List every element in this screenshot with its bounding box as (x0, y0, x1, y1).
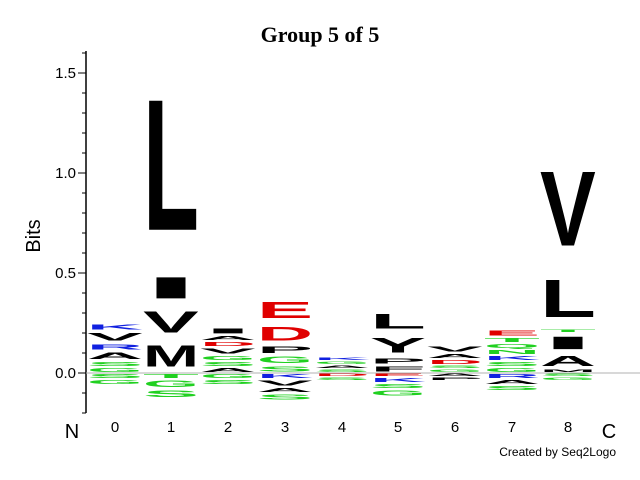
x-tick-label: 1 (167, 419, 175, 436)
logo-letter-A: A (427, 373, 483, 377)
logo-letter-S: S (87, 361, 143, 367)
y-axis-label: Bits (23, 219, 45, 252)
logo-letter-K: K (484, 355, 540, 361)
y-tick-label: 1.0 (55, 165, 76, 182)
logo-letter-V: V (87, 331, 143, 343)
logo-letter-V: V (200, 347, 256, 355)
logo-letter-S: S (87, 373, 143, 379)
logo-letter-E: E (257, 297, 313, 323)
logo-letter-T: T (540, 329, 596, 333)
logo-letter-K: K (370, 377, 426, 383)
logo-letter-S: S (257, 393, 313, 401)
logo-letter-G: G (143, 379, 199, 389)
logo-letter-S: S (427, 365, 483, 369)
logo-letter-G: G (87, 379, 143, 385)
logo-letter-A: A (200, 367, 256, 373)
logo-letter-A: A (540, 353, 596, 369)
logo-letter-I: I (540, 333, 596, 353)
logo-letter-G: G (484, 367, 540, 373)
x-tick-label: 0 (111, 419, 119, 436)
logo-letter-G: G (87, 367, 143, 373)
logo-letter-K: K (257, 373, 313, 379)
logo-letter-A: A (257, 387, 313, 393)
logo-letter-G: G (370, 389, 426, 397)
logo-letter-A: A (314, 365, 370, 369)
logo-letter-S: S (200, 379, 256, 385)
logo-letter-M: M (143, 340, 199, 374)
logo-letter-S: S (484, 385, 540, 391)
logo-letter-V: V (143, 305, 199, 339)
y-tick-label: 0.5 (55, 265, 76, 282)
logo-letter-D: D (200, 341, 256, 347)
x-axis: 0 1 2 3 4 5 6 7 8 (111, 419, 572, 436)
x-tick-label: 3 (281, 419, 289, 436)
x-tick-label: 8 (564, 419, 572, 436)
logo-letter-S: S (370, 383, 426, 389)
credit-text: Created by Seq2Logo (499, 445, 616, 459)
logo-letter-S: S (257, 365, 313, 373)
logo-letter-V: V (427, 345, 483, 353)
logo-letter-L: L (143, 61, 199, 271)
logo-letter-S: S (314, 369, 370, 373)
logo-letter-G: G (200, 373, 256, 379)
logo-letter-R: R (484, 373, 540, 379)
logo-letter-N: N (484, 349, 540, 355)
logo-letter-S: S (143, 389, 199, 399)
logo-letter-P: P (370, 357, 426, 365)
logo-stacks: GSARVKSGMVILTGSASGVDAIGSSGPDEKVASSAGKDSF… (87, 61, 596, 401)
x-tick-label: 5 (394, 419, 402, 436)
logo-letter-S: S (540, 373, 596, 377)
logo-letter-T: T (143, 373, 199, 379)
logo-letter-P: P (257, 345, 313, 355)
chart-title: Group 5 of 5 (261, 22, 380, 47)
n-terminus-label: N (65, 421, 79, 443)
x-tick-label: 6 (451, 419, 459, 436)
logo-letter-A: A (87, 351, 143, 361)
logo-letter-I: I (200, 327, 256, 335)
logo-letter-S: S (484, 361, 540, 367)
logo-letter-G: G (314, 361, 370, 365)
x-tick-label: 4 (338, 419, 346, 436)
logo-letter-G: G (540, 377, 596, 381)
logo-letter-D: D (257, 323, 313, 345)
x-tick-label: 2 (224, 419, 232, 436)
logo-letter-D: D (427, 359, 483, 365)
x-tick-label: 7 (508, 419, 516, 436)
logo-letter-Y: Y (370, 333, 426, 357)
logo-letter-G: G (427, 369, 483, 373)
logo-letter-R: R (87, 343, 143, 351)
logo-letter-I: I (143, 271, 199, 305)
logo-letter-A: A (200, 335, 256, 341)
logo-letter-S: S (200, 361, 256, 367)
y-tick-label: 0.0 (55, 365, 76, 382)
logo-letter-K: K (87, 323, 143, 331)
logo-letter-T: T (484, 337, 540, 343)
logo-letter-A: A (427, 353, 483, 359)
logo-letter-A: A (484, 379, 540, 385)
logo-letter-L: L (540, 269, 596, 329)
logo-letter-E: E (484, 329, 540, 337)
logo-letter-D: D (314, 373, 370, 377)
logo-letter-F: F (370, 365, 426, 373)
logo-letter-Q: Q (484, 343, 540, 349)
logo-letter-G: G (200, 355, 256, 361)
logo-letter-S: S (314, 377, 370, 381)
logo-letter-V: V (540, 150, 596, 269)
logo-letter-M: M (540, 369, 596, 373)
logo-letter-G: G (257, 355, 313, 365)
y-axis: 0.0 0.5 1.0 1.5 (55, 51, 87, 414)
y-tick-label: 1.5 (55, 65, 76, 82)
logo-letter-E: E (370, 373, 426, 377)
logo-letter-K: K (314, 357, 371, 361)
c-terminus-label: C (602, 421, 616, 443)
logo-letter-P: P (427, 377, 483, 381)
logo-letter-L: L (370, 309, 426, 333)
logo-letter-V: V (257, 379, 313, 387)
